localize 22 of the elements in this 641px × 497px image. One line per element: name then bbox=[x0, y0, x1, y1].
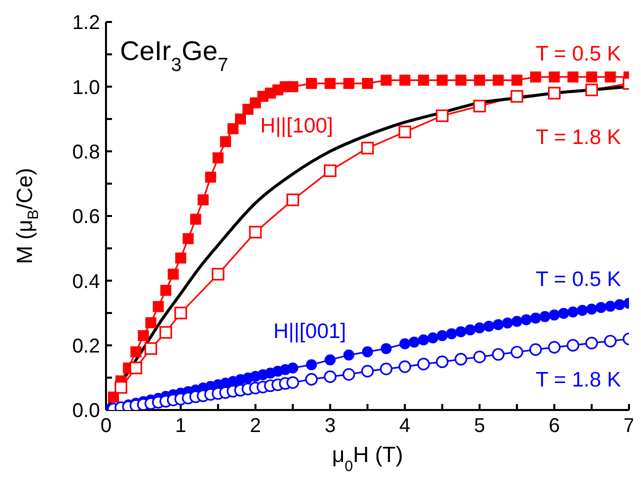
x-tick-label: 4 bbox=[399, 415, 410, 438]
series-label: T = 0.5 K bbox=[536, 268, 621, 291]
x-tick-label: 5 bbox=[474, 415, 486, 438]
x-axis-title: μ$_{0}$H (T) bbox=[332, 442, 404, 474]
series-label: T = 1.8 K bbox=[536, 368, 621, 392]
y-tick-label: 0.4 bbox=[72, 270, 100, 293]
x-tick-label: 3 bbox=[324, 415, 336, 438]
x-tick-label: 6 bbox=[548, 415, 560, 438]
y-tick-label: 0.0 bbox=[72, 400, 100, 422]
y-tick-label: 0.6 bbox=[72, 206, 100, 228]
x-tick-label: 1 bbox=[175, 415, 186, 438]
annotation: H||[001] bbox=[273, 320, 346, 343]
y-tick-label: 1.0 bbox=[72, 76, 100, 99]
y-tick-label: 1.2 bbox=[72, 12, 100, 34]
series-label: T = 1.8 K bbox=[536, 126, 621, 149]
y-tick-label: 0.2 bbox=[72, 335, 100, 358]
annotation: H||[100] bbox=[260, 114, 334, 138]
y-tick-label: 0.8 bbox=[72, 141, 100, 164]
x-tick-label: 0 bbox=[100, 415, 112, 438]
x-tick-label: 2 bbox=[250, 415, 261, 438]
series-label: T = 0.5 K bbox=[536, 42, 621, 66]
text: CeIr$_{3}$Ge$_{7}$ bbox=[120, 36, 228, 76]
